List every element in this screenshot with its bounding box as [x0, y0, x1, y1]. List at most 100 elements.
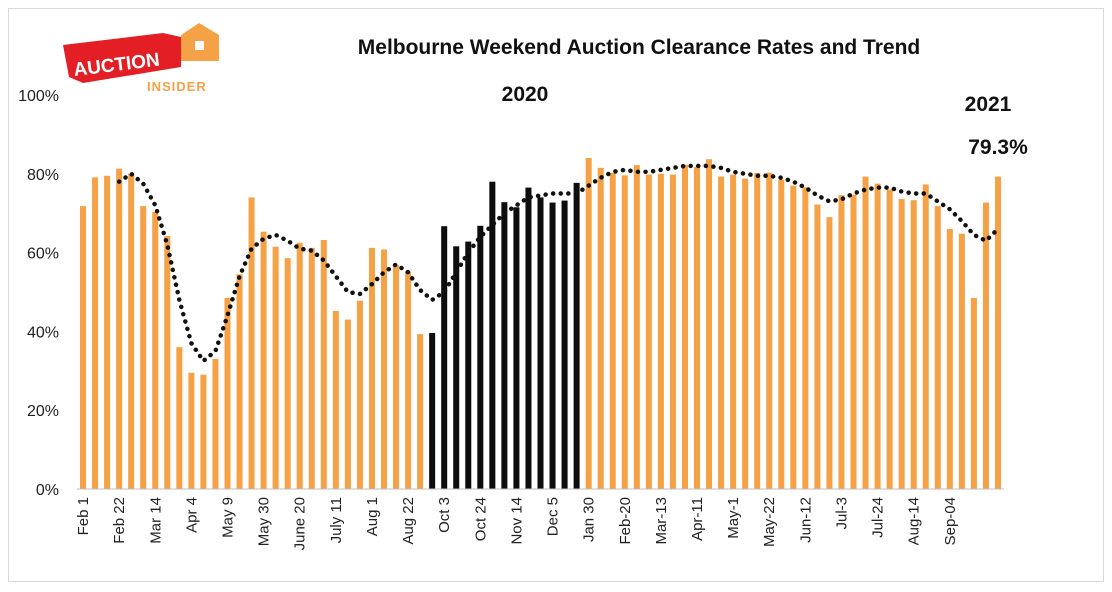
bar — [405, 271, 412, 489]
bar — [116, 168, 123, 489]
bar — [766, 172, 773, 489]
bar — [320, 239, 327, 489]
bar — [236, 274, 243, 489]
bar — [92, 177, 99, 489]
x-tick-label: Dec 5 — [545, 497, 562, 536]
bar — [477, 225, 484, 489]
bar — [164, 236, 171, 489]
y-tick-label: 0% — [36, 482, 59, 499]
bar — [585, 158, 592, 490]
logo-window-icon — [195, 41, 204, 50]
x-tick-label: Jul-3 — [833, 497, 850, 530]
x-tick-label: Mar 14 — [147, 497, 164, 544]
bar — [573, 182, 580, 490]
bar — [356, 300, 363, 489]
bar — [645, 174, 652, 489]
bar — [537, 197, 544, 489]
bar — [694, 166, 701, 489]
bar — [970, 297, 977, 489]
bar — [681, 164, 688, 490]
bars — [80, 158, 1001, 490]
bar — [754, 173, 761, 489]
bar — [898, 199, 905, 489]
auction-insider-logo: AUCTION INSIDER — [63, 23, 219, 94]
bar — [525, 187, 532, 489]
bar — [513, 207, 520, 490]
bar — [838, 195, 845, 489]
x-tick-label: Aug 1 — [364, 497, 381, 536]
bar — [465, 241, 472, 489]
bar — [344, 319, 351, 489]
bar — [441, 226, 448, 489]
bar — [790, 185, 797, 489]
bar — [718, 176, 725, 489]
y-tick-label: 100% — [18, 88, 59, 105]
x-tick-label: Oct 3 — [436, 497, 453, 533]
bar — [910, 200, 917, 489]
bar — [874, 183, 881, 489]
bar — [248, 197, 255, 489]
bar — [284, 258, 291, 489]
x-tick-label: Feb-20 — [617, 497, 634, 545]
bar — [778, 179, 785, 489]
bar — [609, 173, 616, 489]
bar — [501, 202, 508, 490]
x-tick-label: Jul-24 — [870, 497, 887, 538]
bar — [597, 167, 604, 489]
bar — [212, 358, 219, 489]
bar — [621, 175, 628, 489]
bar — [669, 174, 676, 489]
bar — [850, 194, 857, 489]
bar — [128, 173, 135, 490]
x-tick-label: May-22 — [761, 497, 778, 547]
x-tick-label: Sep-04 — [942, 497, 959, 545]
bar — [922, 184, 929, 489]
bar — [176, 347, 183, 489]
x-tick-label: Mar-13 — [653, 497, 670, 545]
bar — [152, 212, 159, 489]
clearance-rate-chart: AUCTION INSIDER Melbourne Weekend Auctio… — [18, 23, 1028, 550]
bar — [934, 206, 941, 490]
bar — [332, 310, 339, 489]
x-tick-label: Nov 14 — [508, 497, 525, 545]
bar — [417, 334, 424, 489]
y-tick-label: 60% — [27, 246, 59, 263]
x-tick-label: May-1 — [725, 497, 742, 539]
logo-word-insider: INSIDER — [147, 79, 207, 94]
bar — [80, 206, 87, 490]
bar — [826, 217, 833, 489]
y-tick-label: 40% — [27, 324, 59, 341]
bar — [188, 372, 195, 489]
chart-title: Melbourne Weekend Auction Clearance Rate… — [358, 36, 920, 59]
trend-line — [116, 163, 1001, 365]
bar — [886, 189, 893, 489]
bar — [453, 246, 460, 489]
year-2021-label: 2021 — [965, 93, 1012, 116]
bar — [730, 174, 737, 489]
bar — [982, 202, 989, 489]
trend-dotted-line — [116, 163, 1001, 365]
bar — [489, 181, 496, 489]
x-tick-label: July 11 — [328, 497, 345, 543]
bar — [549, 202, 556, 489]
bar — [657, 173, 664, 490]
bar — [368, 247, 375, 489]
x-tick-label: Aug 22 — [400, 497, 417, 545]
chart-frame: AUCTION INSIDER Melbourne Weekend Auctio… — [8, 8, 1104, 582]
y-axis: 0% 20% 40% 60% 80% 100% — [18, 88, 59, 499]
x-tick-label: Apr-11 — [689, 497, 706, 541]
bar — [296, 242, 303, 489]
logo-flag-shape — [63, 33, 181, 83]
x-tick-label: Apr 4 — [183, 497, 200, 533]
x-tick-label: May 9 — [219, 497, 236, 538]
x-tick-label: Jun-12 — [797, 497, 814, 543]
bar — [260, 231, 267, 489]
y-tick-label: 80% — [27, 167, 59, 184]
bar — [814, 204, 821, 489]
bar — [272, 246, 279, 489]
bar — [561, 200, 568, 489]
x-tick-label: June 20 — [292, 497, 309, 550]
bar — [429, 332, 436, 489]
bar — [742, 178, 749, 489]
x-tick-label: Jan 30 — [581, 497, 598, 542]
